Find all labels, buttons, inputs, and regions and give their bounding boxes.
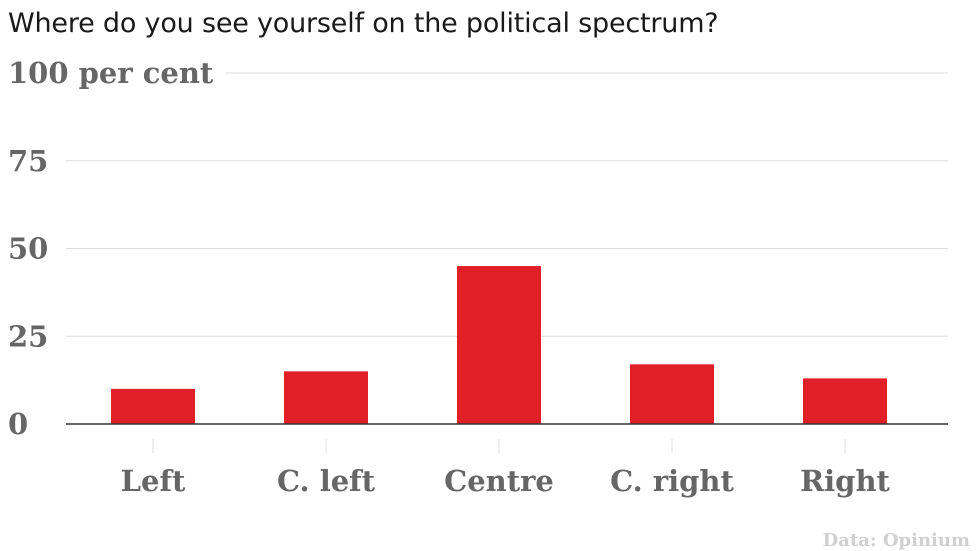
x-tick-label-left: Left <box>121 464 186 498</box>
bar-c-left <box>284 371 368 424</box>
labels: 0 25 50 75 100 per cent Left C. left Centre C. r… <box>8 56 970 551</box>
x-tick-label-right: Right <box>800 464 890 498</box>
gridlines <box>66 72 948 337</box>
source-credit: Data: Opinium <box>823 530 970 551</box>
bar-left <box>111 388 195 424</box>
x-axis <box>66 423 948 453</box>
y-tick-label-100: 100 per cent <box>8 56 214 90</box>
y-tick-label-0: 0 <box>8 407 28 441</box>
chart-title: Where do you see yourself on the politic… <box>8 8 719 39</box>
y-tick-label-25: 25 <box>8 319 48 353</box>
x-tick-label-c-right: C. right <box>610 464 734 498</box>
y-tick-label-75: 75 <box>8 144 48 178</box>
bars <box>111 266 887 424</box>
y-tick-label-50: 50 <box>8 232 48 266</box>
x-tick-label-centre: Centre <box>444 464 554 498</box>
x-tick-label-c-left: C. left <box>277 464 376 498</box>
bar-right <box>803 378 887 424</box>
bar-centre <box>457 266 541 424</box>
bar-c-right <box>630 364 714 424</box>
